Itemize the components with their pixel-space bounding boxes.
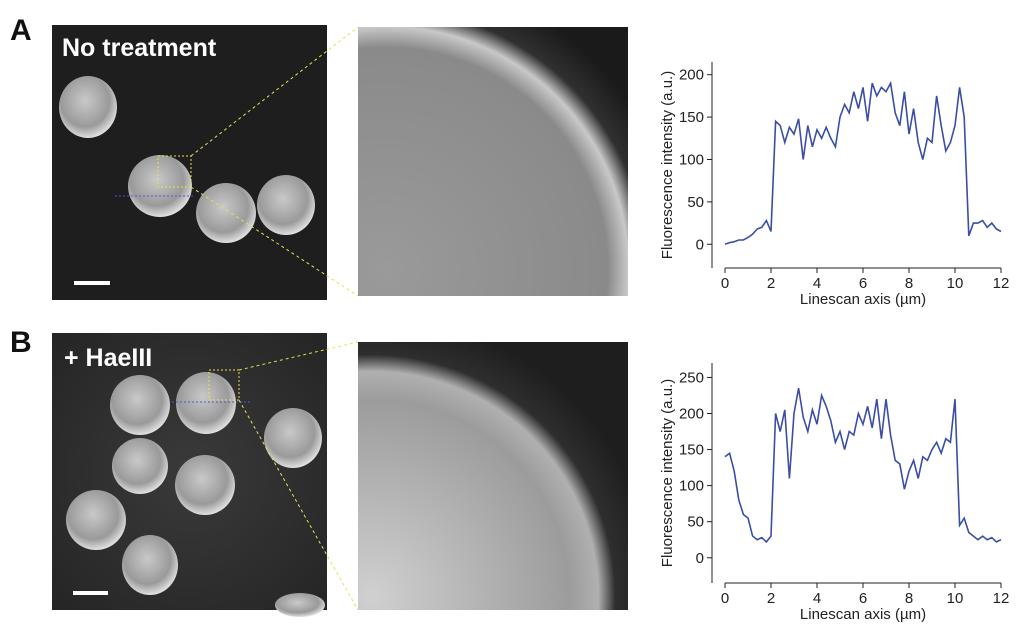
y-tick-label: 200: [679, 405, 704, 422]
y-tick-label: 150: [679, 109, 704, 126]
y-axis-title: Fluorescence intensity (a.u.): [659, 379, 676, 567]
y-tick-label: 100: [679, 478, 704, 495]
x-tick-label: 10: [947, 275, 964, 292]
panel-letter: A: [10, 14, 32, 47]
x-tick-label: 12: [993, 590, 1010, 607]
x-tick-label: 4: [813, 590, 821, 607]
x-tick-label: 12: [993, 275, 1010, 292]
x-tick-label: 0: [721, 275, 729, 292]
x-tick-label: 6: [859, 590, 867, 607]
y-tick-label: 150: [679, 442, 704, 459]
image-label: + HaeIII: [64, 344, 152, 372]
y-tick-label: 200: [679, 67, 704, 84]
y-tick-label: 50: [687, 514, 704, 531]
x-tick-label: 10: [947, 590, 964, 607]
x-axis-title: Linescan axis (µm): [800, 606, 926, 623]
x-tick-label: 2: [767, 590, 775, 607]
image-label: No treatment: [62, 34, 217, 62]
x-tick-label: 2: [767, 275, 775, 292]
y-tick-label: 250: [679, 369, 704, 386]
panel-b-images: [52, 333, 628, 617]
panel-a-images: [52, 25, 628, 300]
y-tick-label: 100: [679, 151, 704, 168]
data-line: [724, 388, 1002, 544]
data-line: [724, 80, 1002, 246]
y-tick-label: 50: [687, 194, 704, 211]
x-tick-label: 4: [813, 275, 821, 292]
panel-letter: B: [10, 326, 32, 359]
x-tick-label: 6: [859, 275, 867, 292]
x-tick-label: 8: [905, 590, 913, 607]
y-tick-label: 0: [696, 550, 704, 567]
x-tick-label: 8: [905, 275, 913, 292]
x-axis-title: Linescan axis (µm): [800, 291, 926, 308]
y-axis-title: Fluorescence intensity (a.u.): [659, 71, 676, 259]
x-tick-label: 0: [721, 590, 729, 607]
y-tick-label: 0: [696, 236, 704, 253]
